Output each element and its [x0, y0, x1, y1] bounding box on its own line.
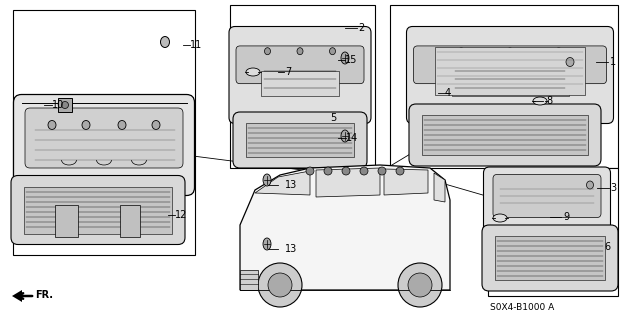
- Bar: [24, 187, 172, 234]
- Ellipse shape: [533, 97, 547, 105]
- FancyBboxPatch shape: [409, 104, 601, 166]
- Ellipse shape: [246, 68, 260, 76]
- Polygon shape: [255, 171, 310, 195]
- Bar: [230, 5, 375, 168]
- Text: 11: 11: [190, 40, 202, 50]
- Ellipse shape: [61, 101, 68, 108]
- Bar: [422, 115, 588, 155]
- Circle shape: [306, 167, 314, 175]
- Bar: [246, 123, 354, 157]
- Bar: [58, 98, 72, 112]
- Text: 9: 9: [563, 212, 569, 222]
- FancyBboxPatch shape: [229, 27, 371, 124]
- Ellipse shape: [263, 174, 271, 186]
- Circle shape: [396, 167, 404, 175]
- Ellipse shape: [297, 48, 303, 55]
- Ellipse shape: [161, 36, 170, 47]
- Text: 14: 14: [346, 133, 358, 143]
- Circle shape: [378, 167, 386, 175]
- Polygon shape: [316, 168, 380, 197]
- Circle shape: [258, 263, 302, 307]
- Ellipse shape: [586, 181, 593, 189]
- Ellipse shape: [48, 121, 56, 130]
- Bar: [390, 5, 618, 168]
- Bar: [435, 47, 585, 95]
- Text: 2: 2: [358, 23, 364, 33]
- Bar: [13, 10, 195, 255]
- Ellipse shape: [263, 238, 271, 250]
- Ellipse shape: [507, 48, 513, 55]
- Bar: [495, 236, 605, 280]
- Circle shape: [324, 167, 332, 175]
- Text: 15: 15: [345, 55, 357, 65]
- FancyBboxPatch shape: [406, 27, 614, 124]
- Circle shape: [268, 273, 292, 297]
- Text: 13: 13: [285, 180, 297, 190]
- FancyBboxPatch shape: [233, 112, 367, 168]
- Ellipse shape: [152, 121, 160, 130]
- Circle shape: [408, 273, 432, 297]
- Text: 5: 5: [330, 113, 336, 123]
- Bar: [55, 205, 78, 237]
- Text: 12: 12: [175, 210, 188, 220]
- Ellipse shape: [493, 214, 507, 222]
- Polygon shape: [434, 173, 445, 202]
- Text: 4: 4: [445, 88, 451, 98]
- Text: 3: 3: [610, 183, 616, 193]
- Bar: [120, 205, 140, 237]
- Ellipse shape: [458, 48, 464, 55]
- Polygon shape: [384, 169, 428, 195]
- Text: 7: 7: [285, 67, 291, 77]
- Circle shape: [398, 263, 442, 307]
- Circle shape: [360, 167, 368, 175]
- Ellipse shape: [264, 48, 271, 55]
- Bar: [261, 71, 339, 96]
- Polygon shape: [240, 165, 450, 290]
- Ellipse shape: [556, 48, 562, 55]
- Text: S0X4-B1000 A: S0X4-B1000 A: [490, 303, 554, 313]
- FancyBboxPatch shape: [13, 94, 195, 196]
- Polygon shape: [12, 290, 22, 302]
- Bar: [240, 270, 258, 290]
- FancyBboxPatch shape: [25, 108, 183, 168]
- FancyBboxPatch shape: [483, 167, 611, 237]
- FancyBboxPatch shape: [493, 174, 601, 218]
- Bar: [488, 168, 618, 296]
- Ellipse shape: [341, 130, 349, 142]
- Text: 6: 6: [604, 242, 610, 252]
- Text: 1: 1: [610, 57, 616, 67]
- Ellipse shape: [566, 58, 574, 67]
- Ellipse shape: [341, 52, 349, 64]
- Ellipse shape: [118, 121, 126, 130]
- FancyBboxPatch shape: [236, 46, 364, 84]
- Text: 13: 13: [285, 244, 297, 254]
- FancyBboxPatch shape: [482, 225, 618, 291]
- Circle shape: [342, 167, 350, 175]
- FancyBboxPatch shape: [11, 175, 185, 244]
- Bar: [451, 71, 568, 96]
- Ellipse shape: [82, 121, 90, 130]
- FancyBboxPatch shape: [413, 46, 607, 84]
- Ellipse shape: [330, 48, 335, 55]
- Text: 10: 10: [52, 100, 64, 110]
- Text: 8: 8: [546, 96, 552, 106]
- Text: FR.: FR.: [35, 290, 53, 300]
